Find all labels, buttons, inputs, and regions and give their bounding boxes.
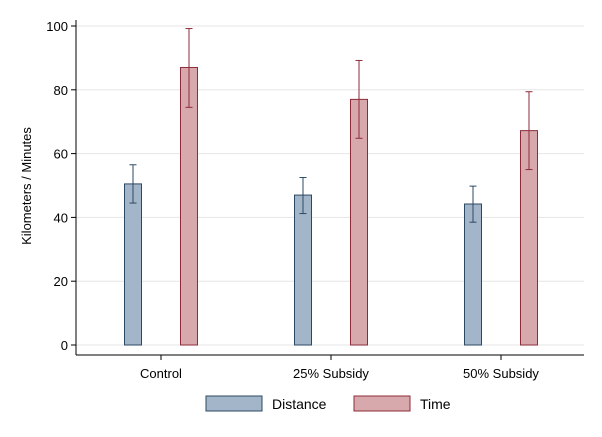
- y-tick-label: 80: [54, 83, 68, 98]
- x-tick-label: 25% Subsidy: [293, 366, 369, 381]
- x-tick-label: Control: [140, 366, 182, 381]
- y-axis-title: Kilometers / Minutes: [19, 127, 34, 245]
- axes: [75, 20, 584, 356]
- bar-distance-2: [294, 194, 312, 346]
- error-bars: [129, 28, 533, 223]
- legend-swatch-time: [353, 395, 411, 412]
- gridlines: [76, 25, 584, 346]
- y-ticks: 0 20 40 60 80 100: [46, 19, 76, 353]
- legend-label-time: Time: [420, 396, 451, 412]
- y-tick-label: 0: [61, 338, 68, 353]
- bars: [124, 66, 538, 346]
- x-tick-label: 50% Subsidy: [463, 366, 539, 381]
- x-ticks: Control 25% Subsidy 50% Subsidy: [140, 355, 539, 381]
- legend-swatch-distance: [205, 395, 263, 412]
- y-tick-label: 100: [46, 19, 68, 34]
- y-tick-label: 60: [54, 147, 68, 162]
- y-tick-label: 20: [54, 274, 68, 289]
- y-tick-label: 40: [54, 210, 68, 225]
- bar-time-1: [180, 66, 198, 346]
- legend-label-distance: Distance: [272, 396, 327, 412]
- legend: Distance Time: [205, 395, 451, 412]
- bar-distance-3: [464, 203, 482, 346]
- bar-distance-1: [124, 183, 142, 346]
